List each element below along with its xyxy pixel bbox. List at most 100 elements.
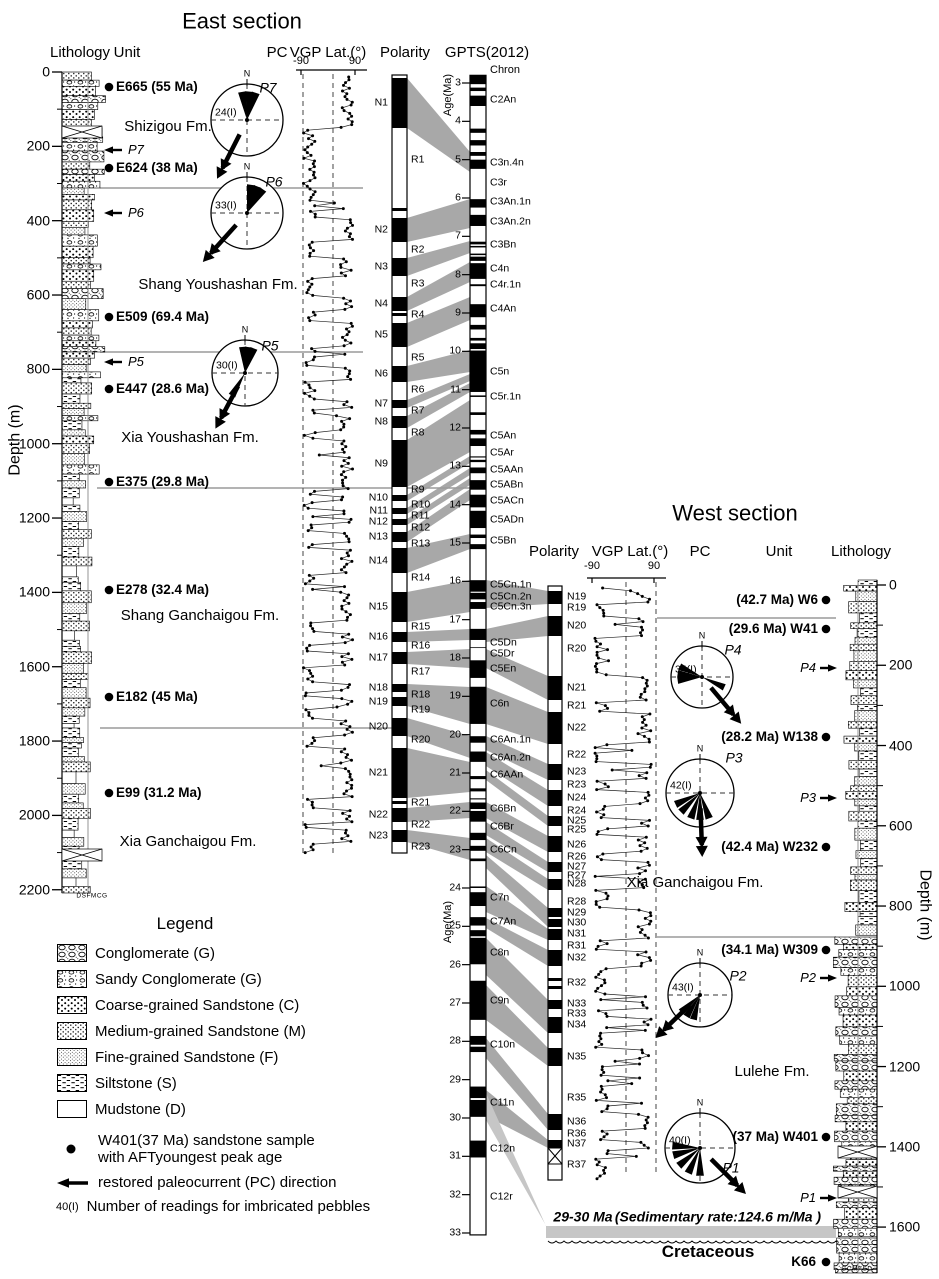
east-pc-marker-label: P5 [128,354,144,370]
gpts-chron-label: C11n [490,1096,515,1109]
rose-count-label: 30(I) [216,359,238,372]
polarity-reversed-label: R5 [411,351,425,364]
gpts-chron-label: C5ADn [490,513,524,526]
polarity-normal-label: N20 [567,619,587,632]
rose-id-label: P1 [722,1159,740,1176]
legend-item-readings-count: 40(I) Number of readings for imbricated … [56,1198,370,1215]
legend-item-label: Medium-grained Sandstone (M) [95,1022,306,1040]
polarity-normal-label: N36 [567,1115,587,1128]
polarity-reversed-label: R7 [411,404,425,417]
correlation-bands [407,78,845,1244]
east-pc-marker-label: P7 [128,142,144,158]
gpts-age-label-top: Age(Ma) [442,73,455,117]
polarity-normal-label: N10 [368,491,388,504]
rose-count-label: 24(I) [215,106,237,119]
polarity-normal-label: N13 [368,530,388,543]
polarity-normal-label: N12 [368,515,388,528]
east-sample-label: E182 (45 Ma) [116,688,198,704]
gpts-age-tick: 28 [449,1034,461,1047]
gpts-chron-label: C3An.1n [490,195,531,208]
gpts-column [462,74,487,1236]
polarity-normal-label: N21 [567,681,587,694]
east-vgp-plot [296,69,367,856]
east-header-pc: PC [266,44,288,62]
west-depth-tick-label: 400 [889,737,913,754]
polarity-normal-label: N31 [567,927,587,940]
gpts-chron-label: C6n [490,697,510,710]
polarity-normal-label: N9 [374,456,388,469]
west-depth-tick-label: 600 [889,817,913,834]
east-sample-label: E278 (32.4 Ma) [116,581,210,597]
gpts-age-tick: 22 [449,804,461,817]
west-sample-label: (42.4 Ma) W232 [721,838,818,854]
legend-item-label: Coarse-grained Sandstone (C) [95,996,300,1014]
polarity-reversed-label: R24 [567,804,587,817]
cretaceous-label: Cretaceous [661,1242,755,1262]
west-section-title: West section [672,500,798,526]
west-depth-tick-label: 1600 [889,1218,921,1235]
polarity-reversed-label: R18 [411,688,431,701]
polarity-reversed-label: R13 [411,537,431,550]
west-sample-label: (28.2 Ma) W138 [721,728,818,744]
coarse-sandstone-swatch [57,996,87,1014]
west-pc-marker-label: P4 [800,660,816,676]
west-depth-axis-title: Depth (m) [916,869,934,941]
legend-item-label: Fine-grained Sandstone (F) [95,1048,279,1066]
east-sample-label: E509 (69.4 Ma) [116,308,210,324]
east-depth-tick-label: 1400 [18,584,50,601]
gpts-age-tick: 32 [449,1188,461,1201]
west-vgp-plot [587,577,666,1181]
east-polarity-column [391,74,408,854]
polarity-normal-label: N11 [369,504,388,517]
gpts-chron-label: C5En [490,662,517,675]
east-vgp-min: -90 [293,55,309,68]
rose-north-label: N [696,1097,704,1108]
rose-north-label: N [698,630,706,641]
west-depth-tick-label: 1000 [889,977,921,994]
gpts-chron-label: C6Bn [490,802,517,815]
west-header-pc: PC [689,543,711,561]
legend-item-mudstone: Mudstone (D) [57,1100,186,1118]
legend-item-fine-sandstone: Fine-grained Sandstone (F) [57,1048,278,1066]
west-vgp-max: 90 [647,560,661,573]
polarity-reversed-label: R16 [411,639,431,652]
legend-item-medium-sandstone: Medium-grained Sandstone (M) [57,1022,306,1040]
east-depth-tick-label: 600 [26,286,50,303]
east-depth-tick-label: 1200 [18,509,50,526]
rose-count-label: 34(I) [675,663,697,676]
west-pc-marker-label: P3 [800,790,816,806]
unconformity-age-label: 29-30 Ma [553,1208,613,1225]
gpts-chron-label: C10n [490,1038,516,1051]
polarity-reversed-label: R35 [567,1091,587,1104]
polarity-reversed-label: R21 [567,699,587,712]
gpts-chron-label: C5AAn [490,463,524,476]
gpts-chron-label: C3Bn [490,238,517,251]
paleocurrent-arrow-icon [57,1177,88,1188]
gpts-chron-label: C7n [490,891,510,904]
polarity-reversed-label: R28 [567,895,587,908]
polarity-reversed-label: R21 [411,796,431,809]
west-sample-label: (42.7 Ma) W6 [736,591,818,607]
gpts-age-tick: 14 [449,498,461,511]
gpts-chron-label: C7An [490,915,517,928]
polarity-reversed-label: R19 [567,601,587,614]
polarity-normal-label: N23 [567,765,587,778]
polarity-normal-label: N2 [374,223,388,236]
gpts-chron-label: C9n [490,994,510,1007]
polarity-reversed-label: R32 [567,976,587,989]
polarity-reversed-label: R3 [411,277,425,290]
gpts-age-tick: 7 [455,229,461,242]
rose-P2 [655,958,733,1039]
east-depth-tick-label: 200 [26,137,50,154]
gpts-chron-label: C6An.2n [490,751,531,764]
gpts-age-tick: 15 [449,536,461,549]
west-formation-label: Xia Ganchaigou Fm. [626,874,764,892]
rose-count-label: 43(I) [672,981,694,994]
gpts-age-tick: 23 [449,843,461,856]
east-header-gpts: GPTS(2012) [444,44,530,62]
rose-P6 [202,172,284,263]
east-depth-tick-label: 2000 [18,807,50,824]
legend-item-conglomerate: Conglomerate (G) [57,944,215,962]
polarity-normal-label: N19 [368,694,388,707]
